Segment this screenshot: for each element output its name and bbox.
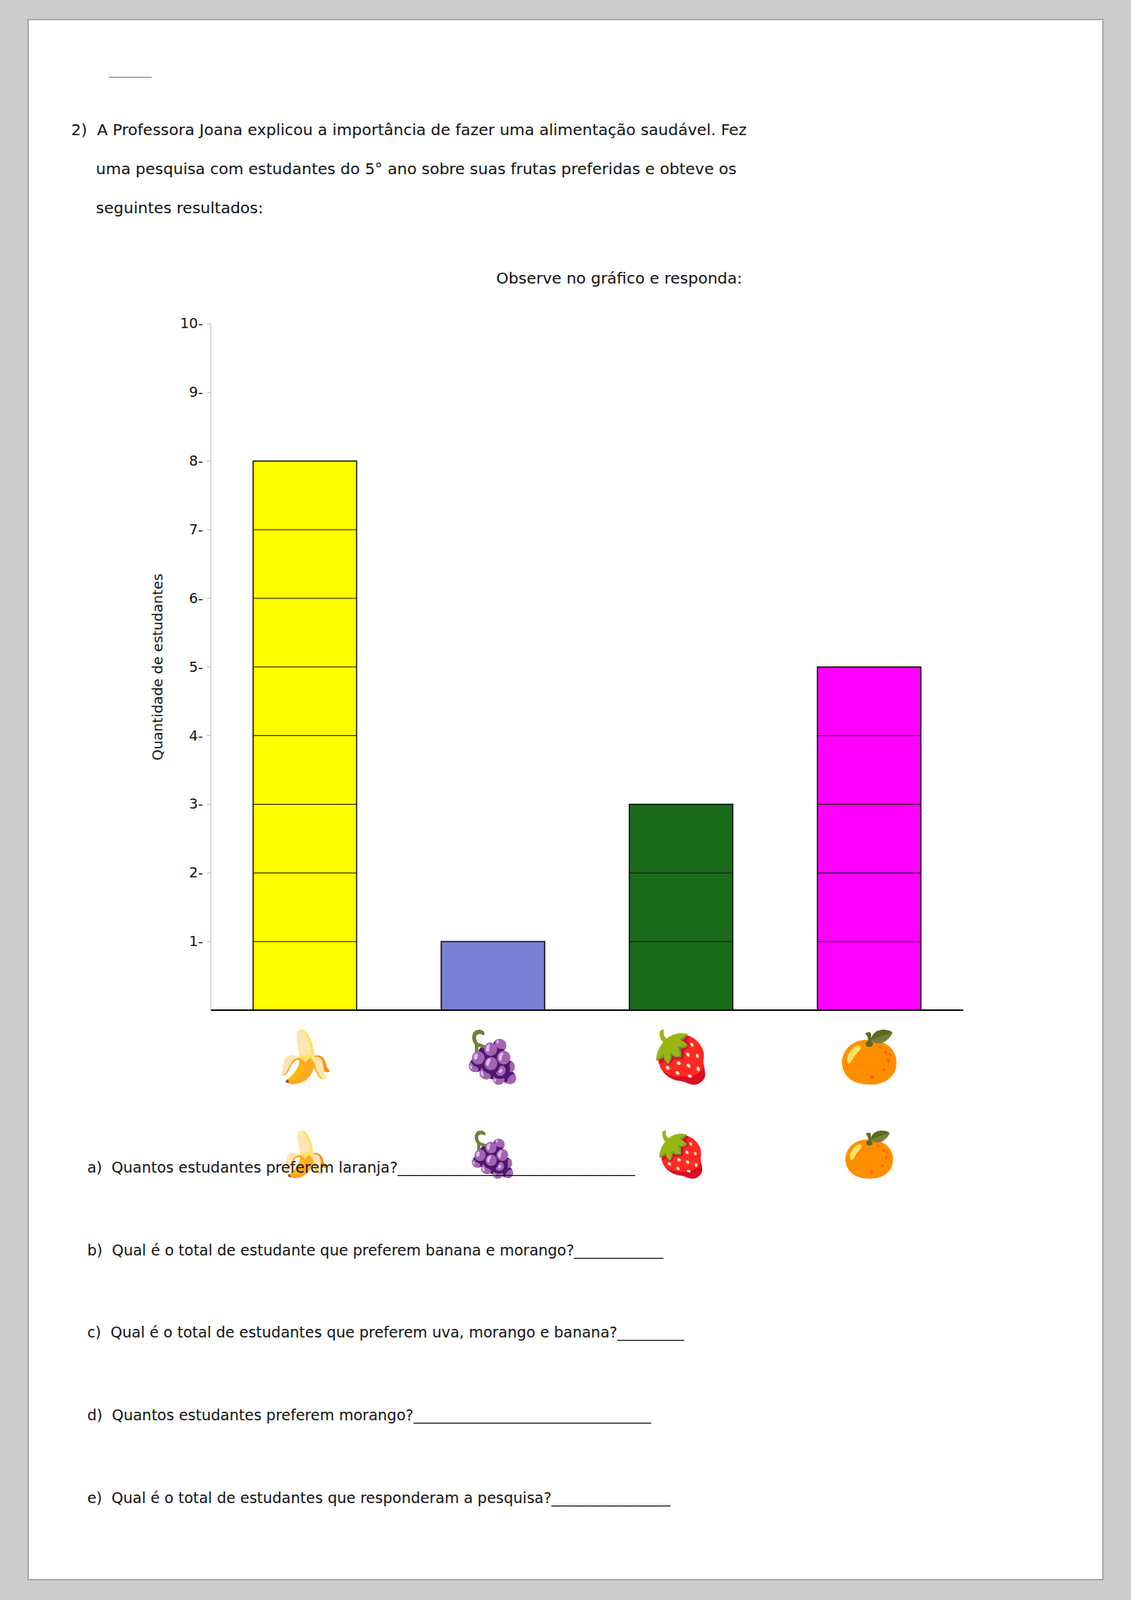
y-tick-label: 8- (189, 452, 204, 469)
decoration (108, 76, 152, 79)
y-tick-label: 7- (189, 520, 204, 538)
bar-division (253, 666, 357, 668)
question-text: d) Quantos estudantes preferem morango?_… (87, 1405, 652, 1424)
y-tick (206, 803, 211, 805)
bar (817, 667, 921, 1010)
y-tick-label: 9- (189, 383, 204, 400)
question-text: e) Qual é o total de estudantes que resp… (87, 1488, 671, 1507)
intro-text: seguintes resultados: (71, 198, 264, 218)
category-label: 🍌 (273, 1027, 336, 1086)
bar-division (817, 803, 921, 805)
question-text: a) Quantos estudantes preferem laranja?_… (87, 1158, 636, 1177)
y-tick-label: 3- (189, 795, 204, 812)
y-tick (206, 323, 211, 325)
chart-title: Observe no gráfico e responda: (495, 268, 743, 288)
bar-division (817, 941, 921, 942)
y-tick-label: 6- (189, 589, 204, 607)
y-tick (206, 597, 211, 599)
y-tick-label: 5- (189, 658, 204, 675)
category-label: 🍇 (461, 1027, 525, 1087)
bar-division (253, 803, 357, 805)
y-tick-label: 10- (180, 314, 204, 332)
question-text: b) Qual é o total de estudante que prefe… (87, 1241, 664, 1260)
question-text: c) Qual é o total de estudantes que pref… (87, 1323, 686, 1342)
bar-division (817, 872, 921, 874)
y-axis-label: Quantidade de estudantes (149, 573, 166, 760)
bar-division (629, 941, 733, 942)
y-tick (206, 460, 211, 462)
bar (629, 803, 733, 1010)
plot-area (253, 460, 921, 1010)
bar-division (253, 941, 357, 942)
bar-division (253, 872, 357, 874)
bar (441, 941, 545, 1010)
bar (253, 460, 357, 1010)
intro-text: uma pesquisa com estudantes do 5° ano so… (71, 159, 737, 179)
y-tick-label: 4- (189, 727, 204, 744)
y-tick (206, 734, 211, 736)
category-label: 🍊 (842, 1128, 899, 1180)
page (28, 19, 1103, 1580)
y-tick (206, 529, 211, 531)
intro-text: 2) A Professora Joana explicou a importâ… (71, 120, 747, 140)
bar-division (629, 872, 733, 874)
bar-division (253, 529, 357, 531)
y-tick-label: 1- (189, 932, 204, 950)
y-tick (206, 392, 211, 393)
y-tick-label: 2- (189, 863, 204, 881)
y-tick (206, 872, 211, 874)
category-label: 🍓 (653, 1128, 709, 1180)
y-tick (206, 666, 211, 668)
bar-division (817, 734, 921, 736)
x-axis (210, 1009, 964, 1011)
bar-division (253, 597, 357, 599)
category-label: 🍊 (838, 1027, 903, 1086)
worksheet: 2) A Professora Joana explicou a importâ… (0, 0, 1131, 1600)
y-tick (206, 941, 211, 942)
bar-division (253, 734, 357, 736)
category-label: 🍓 (649, 1027, 713, 1086)
